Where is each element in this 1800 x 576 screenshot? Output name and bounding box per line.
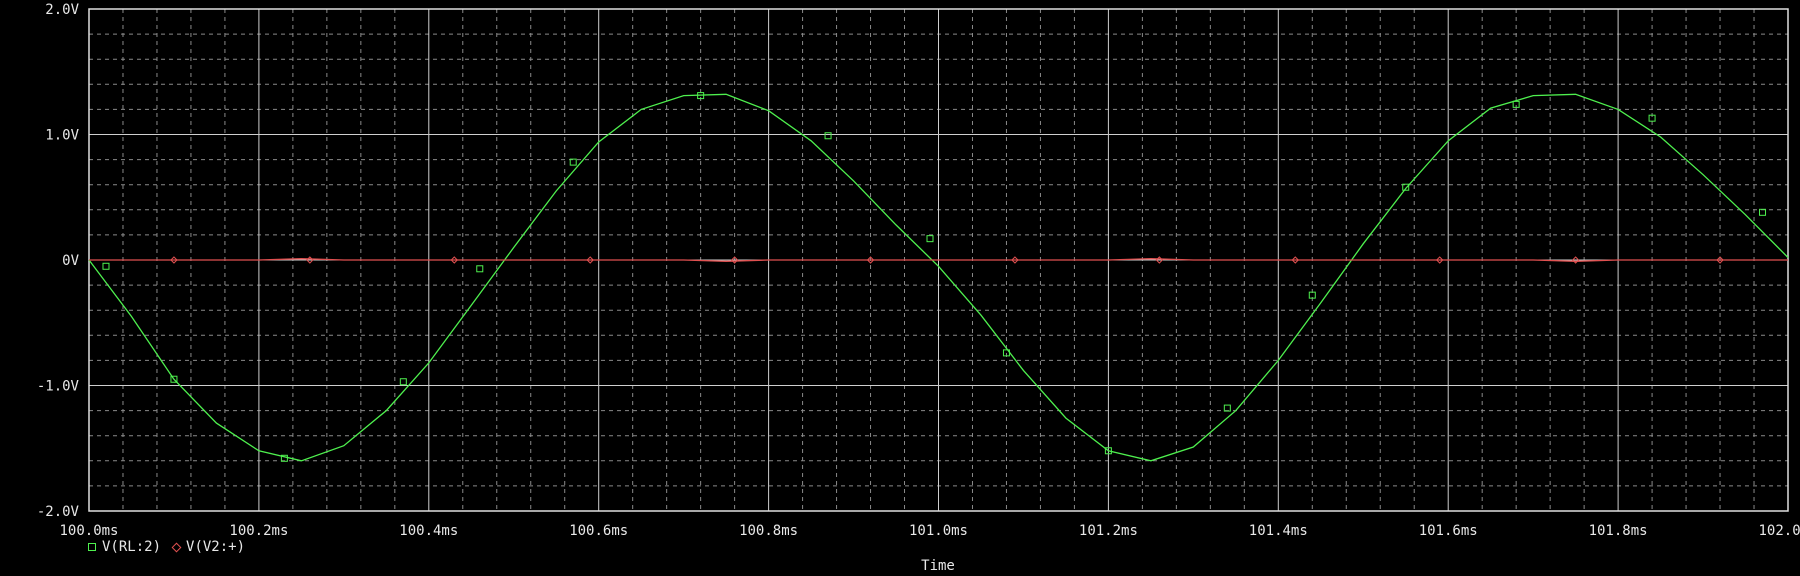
series-marker-diamond: [586, 256, 594, 264]
legend-item-2: V(V2:+): [171, 539, 246, 555]
series-marker-square: [102, 262, 110, 270]
series-marker-square: [1512, 100, 1520, 108]
series-marker-square: [926, 235, 934, 243]
legend-label-2: V(V2:+): [186, 539, 246, 555]
series-marker-square: [170, 375, 178, 383]
series-marker-diamond: [1435, 256, 1444, 264]
x-tick-label: 101.8ms: [1589, 523, 1648, 539]
series-marker-square: [280, 454, 288, 462]
x-tick-label: 100.0ms: [59, 523, 118, 539]
series-marker-square: [1402, 183, 1410, 191]
series-line-2: [89, 258, 1788, 262]
series-line-1: [88, 93, 1789, 462]
y-tick-label: -2.0V: [37, 504, 80, 520]
legend-marker-square-icon: [88, 543, 96, 551]
y-tick-label: 1.0V: [45, 128, 79, 144]
series-marker-diamond: [1291, 256, 1299, 264]
series-marker-square: [1223, 404, 1231, 412]
y-tick-label: 2.0V: [45, 2, 79, 18]
legend-label-1: V(RL:2): [102, 539, 162, 555]
y-tick-label: 0V: [62, 253, 79, 269]
series-marker-square: [1104, 447, 1112, 455]
series-marker-square: [1759, 208, 1767, 216]
series-marker-square: [1308, 291, 1316, 299]
series-marker-square: [569, 158, 577, 166]
series-marker-square: [697, 92, 705, 100]
x-tick-label: 101.0ms: [909, 523, 968, 539]
x-tick-label: 100.6ms: [569, 523, 628, 539]
series-marker-diamond: [866, 256, 875, 264]
series-marker-square: [476, 265, 484, 273]
series-marker-diamond: [1716, 256, 1724, 264]
x-tick-label: 102.0ms: [1758, 523, 1800, 539]
series-marker-diamond: [1155, 256, 1164, 264]
series-marker-diamond: [170, 256, 178, 264]
legend: V(RL:2) V(V2:+): [88, 538, 257, 556]
series-marker-diamond: [306, 256, 314, 264]
x-tick-label: 101.6ms: [1419, 523, 1478, 539]
x-tick-label: 101.4ms: [1249, 523, 1308, 539]
x-axis-label: Time: [921, 558, 955, 574]
legend-item-1: V(RL:2): [88, 539, 161, 555]
series-marker-square: [824, 132, 832, 140]
series-marker-square: [399, 378, 407, 386]
series-marker-diamond: [450, 256, 458, 264]
series-marker-square: [1002, 349, 1010, 357]
legend-marker-diamond-icon: [171, 542, 182, 552]
x-tick-label: 100.2ms: [229, 523, 288, 539]
x-tick-label: 101.2ms: [1079, 523, 1138, 539]
series-marker-diamond: [730, 256, 739, 264]
series-marker-square: [1648, 114, 1656, 122]
x-tick-label: 100.8ms: [739, 523, 798, 539]
series-marker-diamond: [1571, 256, 1580, 264]
x-tick-label: 100.4ms: [399, 523, 458, 539]
y-tick-label: -1.0V: [37, 379, 80, 395]
series-marker-diamond: [1011, 256, 1019, 264]
